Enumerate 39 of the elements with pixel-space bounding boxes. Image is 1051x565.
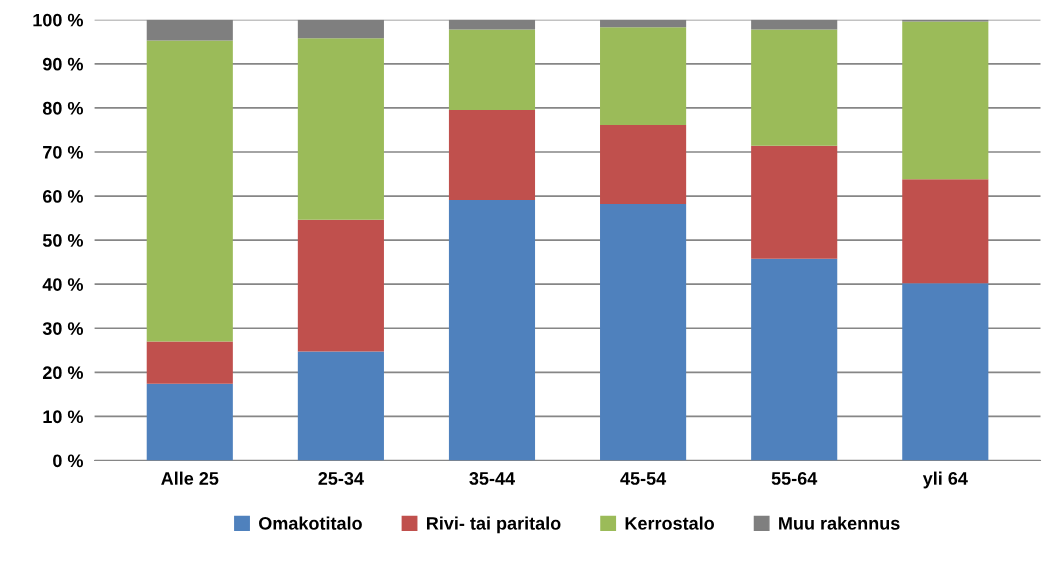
y-tick-label: 50 % [42, 234, 83, 247]
y-tick-label: 100 % [33, 13, 84, 27]
bar [902, 179, 989, 284]
x-tick-label: 35-44 [469, 472, 515, 485]
y-tick-label: 90 % [42, 57, 83, 71]
legend-label: Omakotitalo [259, 516, 362, 530]
y-tick-label: 30 % [42, 322, 83, 336]
bar [297, 38, 384, 220]
bar [297, 219, 384, 352]
bar [600, 27, 687, 126]
y-tick-label: 20 % [42, 366, 83, 380]
y-tick-label: 10 % [43, 410, 83, 424]
y-tick-label: 0 % [53, 454, 83, 468]
bar [600, 125, 687, 204]
legend-label: Muu rakennus [779, 516, 900, 530]
x-tick-label: yli 64 [922, 471, 968, 489]
y-tick-label: 80 % [42, 101, 83, 115]
bar [297, 351, 384, 461]
bar [146, 341, 233, 384]
legend-label: Kerrostalo [625, 516, 715, 530]
bar [751, 258, 838, 461]
x-tick-label: 55-64 [771, 472, 818, 485]
bar [448, 110, 536, 201]
bar [448, 200, 536, 461]
y-tick-label: 60 % [42, 189, 83, 203]
y-tick-label: 40 % [42, 278, 83, 291]
bar [448, 29, 536, 111]
bar [751, 145, 838, 259]
bar [146, 40, 233, 342]
bar [902, 283, 989, 461]
x-tick-label: Alle 25 [161, 471, 219, 485]
x-tick-label: 25-34 [318, 472, 364, 485]
x-tick-label: 45-54 [620, 472, 667, 485]
y-tick-label: 70 % [43, 145, 83, 159]
bar [751, 29, 838, 146]
bar [600, 203, 687, 461]
bar [902, 21, 989, 180]
legend-label: Rivi- tai paritalo [426, 516, 561, 534]
bar [146, 383, 233, 461]
